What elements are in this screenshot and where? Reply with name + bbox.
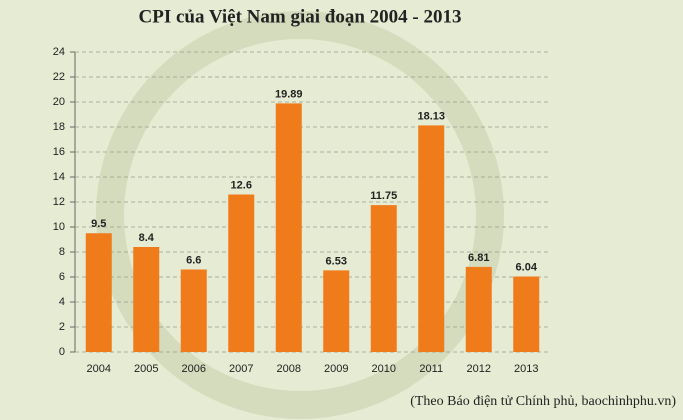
y-tick-label: 20 [53,96,65,108]
bar [323,270,350,352]
value-label: 12.6 [231,179,252,191]
value-label: 6.04 [516,261,538,273]
value-label: 19.89 [275,88,303,100]
x-tick-label: 2005 [134,363,158,375]
bar [85,233,112,352]
x-tick-label: 2010 [372,363,396,375]
value-label: 6.53 [326,255,347,267]
y-tick-label: 22 [53,71,65,83]
bar [228,194,255,352]
bar [465,266,492,352]
value-label: 18.13 [417,110,445,122]
y-tick-label: 12 [53,196,65,208]
bar [133,247,160,352]
bar [418,125,445,352]
watermark [96,11,504,419]
y-tick-label: 8 [59,246,65,258]
value-label: 9.5 [91,218,106,230]
bar [370,205,397,352]
y-tick-label: 24 [53,46,65,58]
y-tick-label: 0 [59,346,65,358]
y-tick-label: 14 [53,171,65,183]
bar [513,276,540,352]
y-tick-label: 4 [59,296,65,308]
x-tick-label: 2004 [87,363,111,375]
value-label: 6.6 [186,254,201,266]
bar [275,103,302,352]
bar [180,269,207,352]
value-label: 6.81 [468,252,489,264]
value-label: 8.4 [139,232,155,244]
x-tick-label: 2008 [277,363,301,375]
value-label: 11.75 [370,190,397,202]
chart-title: CPI của Việt Nam giai đoạn 2004 - 2013 [139,6,462,27]
x-tick-label: 2013 [514,363,538,375]
y-tick-label: 16 [53,146,65,158]
x-tick-label: 2006 [182,363,206,375]
x-tick-label: 2007 [229,363,253,375]
x-tick-label: 2009 [324,363,348,375]
x-tick-label: 2011 [419,363,443,375]
y-tick-label: 18 [53,121,65,133]
y-tick-label: 10 [53,221,65,233]
x-tick-label: 2012 [467,363,491,375]
y-tick-label: 6 [59,271,65,283]
y-tick-label: 2 [59,321,65,333]
source-note: (Theo Báo điện tử Chính phủ, baochinhphu… [410,394,676,409]
